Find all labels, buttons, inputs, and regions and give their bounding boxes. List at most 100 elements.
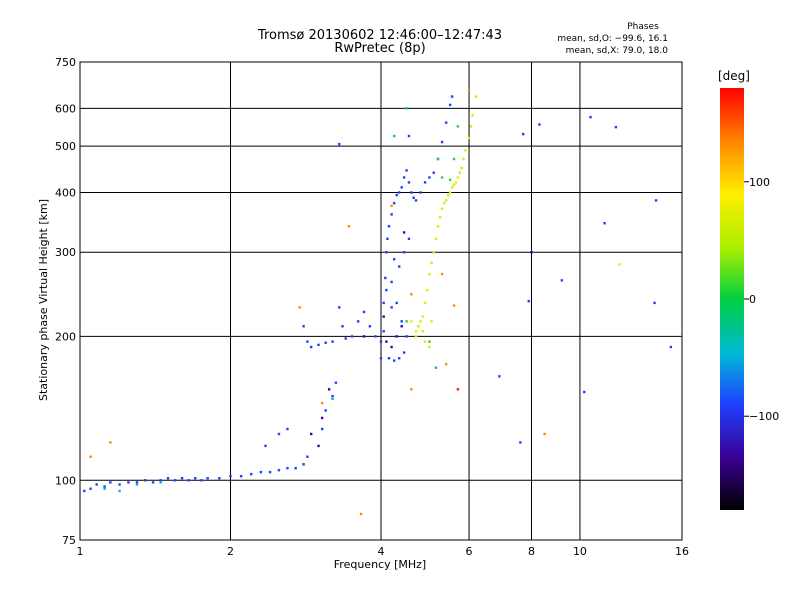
data-point — [560, 279, 564, 282]
data-point — [432, 171, 435, 174]
data-point — [384, 276, 387, 280]
data-point — [400, 186, 403, 189]
data-point — [430, 320, 433, 323]
data-point — [450, 186, 454, 189]
data-point — [334, 381, 338, 384]
data-point — [618, 263, 621, 266]
grid-lines — [80, 62, 682, 540]
data-point — [405, 169, 408, 172]
data-point — [428, 340, 431, 343]
data-point — [331, 394, 334, 398]
data-point — [362, 335, 366, 338]
data-point — [432, 251, 435, 254]
data-point — [392, 201, 396, 205]
data-point — [218, 477, 221, 480]
data-point — [103, 485, 106, 488]
data-point — [341, 325, 344, 328]
data-point — [543, 432, 546, 436]
data-point — [390, 204, 393, 208]
data-point — [320, 416, 324, 420]
data-point — [382, 301, 385, 305]
data-point — [359, 512, 363, 516]
data-point — [309, 432, 313, 436]
data-point — [200, 479, 203, 482]
data-point — [392, 359, 396, 362]
data-point — [428, 176, 431, 179]
data-point — [458, 171, 461, 174]
data-point — [135, 483, 139, 486]
stats-line-x: mean, sd,X: 79.0, 18.0 — [566, 46, 669, 56]
data-point — [423, 301, 427, 305]
data-point — [392, 258, 396, 261]
data-point — [405, 335, 408, 338]
data-point — [402, 231, 406, 234]
data-point — [229, 474, 232, 478]
data-point — [448, 103, 452, 107]
y-tick-label: 600 — [55, 102, 76, 115]
data-point — [417, 325, 420, 328]
data-point — [382, 315, 385, 318]
data-point — [379, 357, 383, 360]
data-point — [264, 444, 267, 448]
data-points — [83, 88, 673, 516]
data-point — [324, 409, 327, 412]
data-point — [446, 193, 450, 197]
data-point — [423, 340, 427, 343]
data-point — [83, 489, 86, 493]
data-point — [159, 479, 162, 482]
data-point — [603, 222, 606, 225]
data-point — [302, 325, 305, 328]
data-point — [421, 315, 425, 318]
stats-heading: Phases — [627, 22, 659, 32]
data-point — [386, 237, 389, 241]
data-point — [368, 325, 372, 328]
data-point — [151, 481, 155, 484]
data-point — [469, 125, 473, 128]
data-point — [583, 390, 586, 394]
x-tick-label: 2 — [227, 545, 234, 558]
data-point — [419, 320, 422, 323]
data-point — [402, 351, 406, 354]
data-point — [347, 225, 351, 228]
data-point — [159, 481, 162, 484]
data-point — [410, 388, 413, 391]
data-point — [350, 335, 354, 338]
colorbar — [720, 88, 744, 510]
data-point — [467, 88, 471, 92]
data-point — [180, 477, 184, 480]
data-point — [89, 487, 92, 490]
data-point — [436, 225, 440, 228]
data-point — [387, 357, 391, 360]
data-point — [498, 375, 501, 378]
data-point — [95, 483, 98, 486]
data-point — [464, 149, 467, 152]
data-point — [118, 483, 121, 486]
data-point — [448, 191, 452, 194]
data-point — [118, 489, 121, 493]
data-point — [444, 121, 448, 124]
chart-subtitle: RwPretec (8p) — [334, 41, 425, 56]
data-point — [452, 304, 456, 307]
data-point — [414, 199, 418, 202]
data-point — [135, 481, 139, 484]
data-point — [589, 115, 592, 119]
data-point — [294, 466, 297, 470]
data-point — [249, 472, 253, 476]
y-tick-label: 200 — [55, 330, 76, 343]
data-point — [385, 251, 388, 254]
data-point — [298, 306, 301, 309]
data-point — [452, 157, 456, 161]
plot-frame — [79, 61, 683, 541]
data-point — [338, 306, 341, 309]
y-tick-label: 75 — [62, 534, 76, 547]
data-point — [259, 470, 263, 474]
data-point — [395, 193, 398, 197]
data-point — [530, 251, 533, 254]
data-point — [412, 196, 415, 199]
data-point — [344, 337, 347, 340]
data-point — [426, 288, 429, 292]
colorbar-tick-label: 100 — [749, 176, 770, 189]
data-point — [434, 366, 438, 369]
data-point — [331, 397, 334, 401]
data-point — [390, 213, 393, 216]
